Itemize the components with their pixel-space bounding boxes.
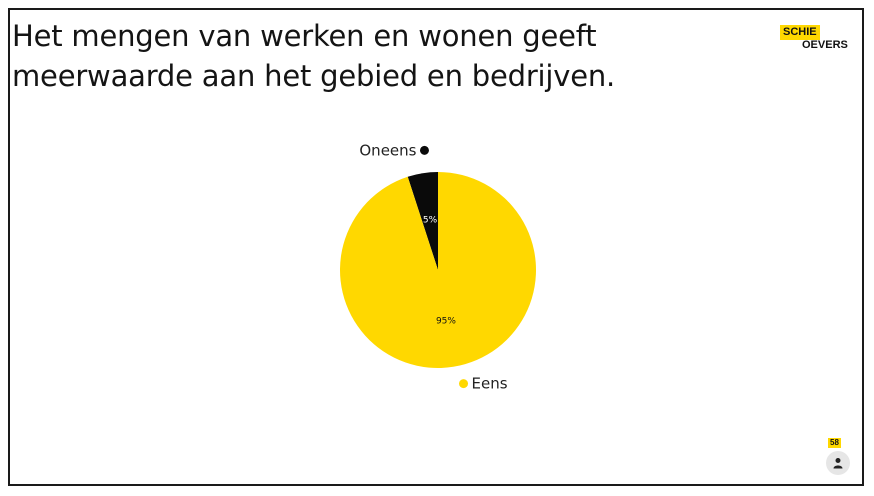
pie-value-label-oneens: 5%: [423, 216, 438, 226]
slide-title-line-1: Het mengen van werken en wonen geeft: [12, 19, 597, 53]
pie-value-label-eens: 95%: [436, 316, 456, 326]
pie-slice-oneens: [407, 172, 438, 270]
svg-text:Eens: Eens: [472, 375, 508, 393]
logo-bottom-text: OEVERS: [802, 39, 848, 51]
participant-button[interactable]: [826, 451, 850, 475]
pie-category-label-eens: Eens: [459, 375, 508, 393]
pie-category-label-oneens: Oneens: [359, 141, 429, 159]
legend-dot-oneens: [419, 145, 429, 155]
person-icon: [833, 458, 843, 469]
participant-count-badge: 58: [828, 438, 841, 448]
legend-dot-eens: [459, 379, 469, 389]
svg-text:Oneens: Oneens: [359, 141, 416, 159]
schieoevers-logo: SCHIE OEVERS: [780, 25, 848, 55]
logo-top-text: SCHIE: [780, 25, 820, 40]
pie-slice-eens: [340, 171, 536, 368]
slide-title-line-2: meerwaarde aan het gebied en bedrijven.: [12, 59, 616, 93]
slide-title: Het mengen van werken en wonen geeft mee…: [12, 16, 712, 96]
